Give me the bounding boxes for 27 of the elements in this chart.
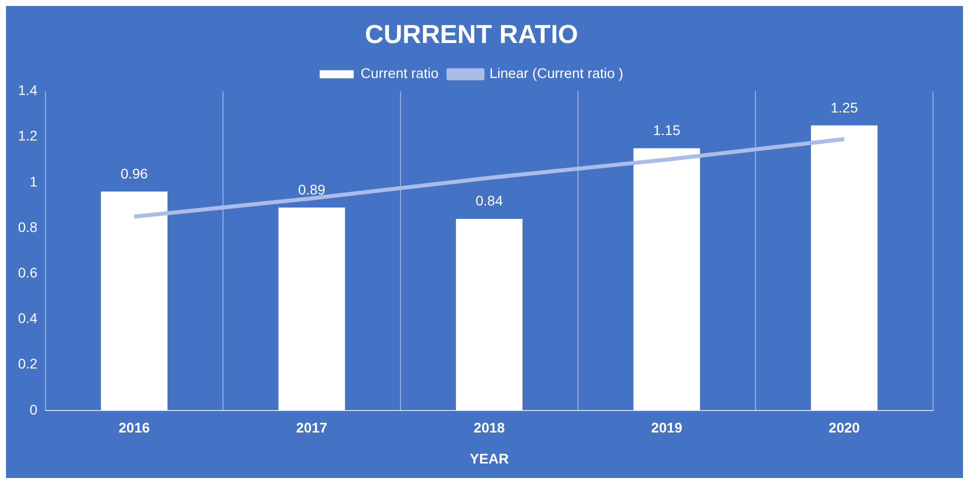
bar [633, 148, 700, 410]
x-tick-label: 2017 [296, 420, 328, 436]
y-tick-label: 0.4 [18, 310, 38, 326]
bar [100, 192, 168, 410]
legend-label: Linear (Current ratio ) [489, 65, 624, 82]
x-tick-label: 2016 [118, 420, 150, 436]
data-label: 0.96 [120, 165, 148, 182]
y-tick-label: 0 [30, 401, 38, 418]
bar [810, 125, 878, 410]
data-label: 0.89 [298, 181, 326, 198]
legend-label: Current ratio [360, 65, 439, 82]
bar [278, 207, 346, 410]
bar [456, 218, 523, 410]
y-tick-label: 0.8 [18, 218, 38, 235]
data-label: 0.84 [476, 192, 504, 209]
y-tick-label: 1 [30, 173, 38, 190]
x-tick-label: 2020 [828, 420, 860, 436]
y-tick-label: 1.2 [18, 128, 38, 144]
chart-title: CURRENT RATIO [364, 18, 578, 49]
y-tick-label: 1.4 [18, 82, 38, 98]
y-tick-label: 0.6 [18, 264, 38, 280]
data-label: 1.25 [830, 99, 858, 116]
y-tick-label: 0.2 [18, 356, 38, 372]
x-axis-title: YEAR [470, 450, 509, 466]
x-tick-label: 2018 [474, 420, 506, 436]
data-label: 1.15 [653, 122, 681, 138]
x-tick-label: 2019 [651, 420, 683, 436]
